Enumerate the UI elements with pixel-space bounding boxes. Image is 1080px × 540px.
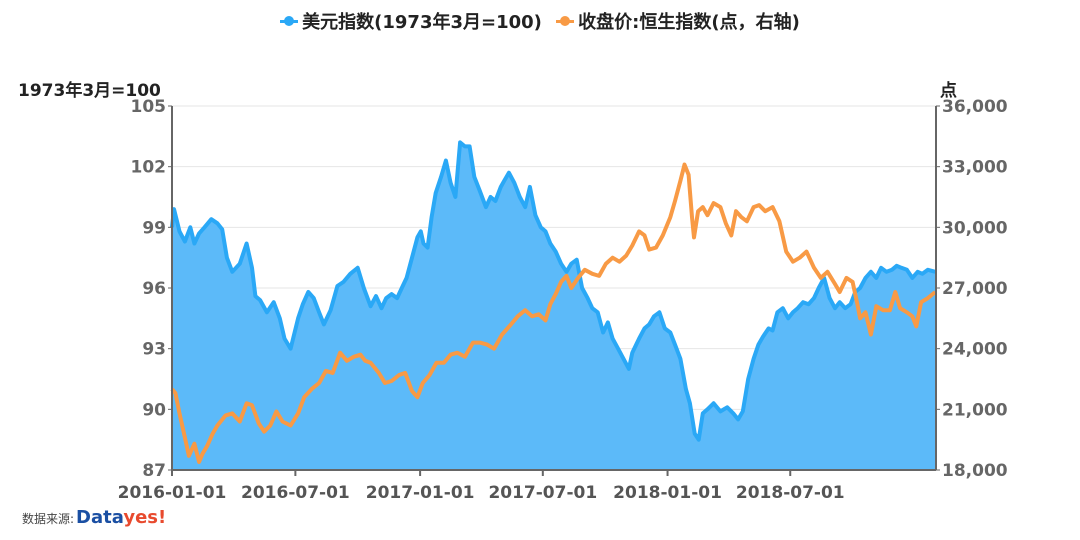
- x-tick-label: 2016-07-01: [241, 483, 350, 503]
- legend-marker-icon: [556, 16, 575, 26]
- right-tick-label: 27,000: [942, 279, 1008, 299]
- legend-item-hang-seng[interactable]: 收盘价:恒生指数(点，右轴): [556, 8, 800, 34]
- source-label: 数据来源:: [22, 512, 75, 526]
- left-axis-ticks: 87 90 93 96 99 102 105: [131, 97, 172, 481]
- x-tick-label: 2017-01-01: [366, 483, 475, 503]
- x-axis-ticks: 2016-01-01 2016-07-01 2017-01-01 2017-07-01…: [118, 470, 845, 503]
- x-tick-label: 2018-01-01: [613, 483, 722, 503]
- left-axis-title: 1973年3月=100: [18, 81, 161, 101]
- usd-index-series: [170, 140, 936, 470]
- usd-index-line: [170, 140, 936, 442]
- hang-seng-line: [170, 162, 937, 464]
- brand-accent: yes!: [123, 507, 167, 528]
- brand-logo: Datayes!: [76, 507, 166, 528]
- right-tick-label: 21,000: [942, 400, 1008, 420]
- legend-label: 收盘价:恒生指数(点，右轴): [578, 12, 800, 33]
- legend-marker-icon: [280, 16, 299, 26]
- chart-legend: 美元指数(1973年3月=100) 收盘价:恒生指数(点，右轴): [0, 8, 1080, 34]
- hang-seng-series: [170, 162, 937, 464]
- right-tick-label: 30,000: [942, 218, 1008, 238]
- right-tick-label: 36,000: [942, 97, 1008, 117]
- data-source-credit: 数据来源: Datayes!: [22, 507, 166, 528]
- left-tick-label: 99: [142, 218, 166, 238]
- brand-main: Data: [76, 507, 124, 528]
- left-tick-label: 102: [131, 158, 167, 178]
- right-tick-label: 18,000: [942, 461, 1008, 481]
- right-axis-title: 点: [940, 81, 957, 101]
- x-tick-label: 2016-01-01: [118, 483, 227, 503]
- left-tick-label: 93: [142, 340, 166, 360]
- left-tick-label: 105: [131, 97, 167, 117]
- left-tick-label: 90: [142, 400, 166, 420]
- x-tick-label: 2017-07-01: [488, 483, 597, 503]
- right-axis-ticks: 18,000 21,000 24,000 27,000 30,000 33,000 36,0…: [936, 97, 1008, 481]
- legend-item-usd-index[interactable]: 美元指数(1973年3月=100): [280, 8, 542, 34]
- x-tick-label: 2018-07-01: [736, 483, 845, 503]
- right-tick-label: 24,000: [942, 340, 1008, 360]
- usd-index-area: [172, 142, 936, 470]
- right-tick-label: 33,000: [942, 158, 1008, 178]
- left-tick-label: 96: [142, 279, 166, 299]
- legend-label: 美元指数(1973年3月=100): [302, 12, 542, 33]
- left-tick-label: 87: [142, 461, 166, 481]
